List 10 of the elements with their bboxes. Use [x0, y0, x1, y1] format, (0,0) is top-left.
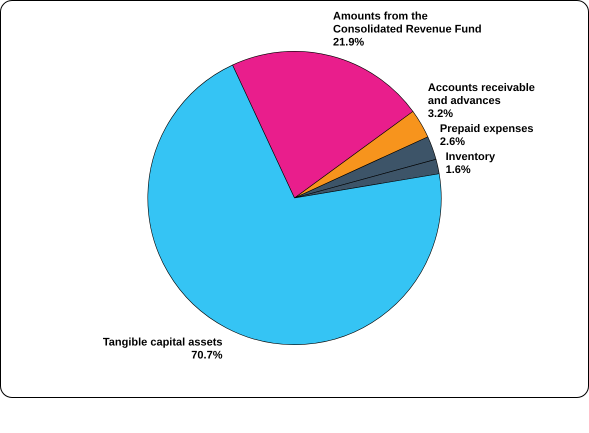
- slice-label: Tangible capital assets: [102, 336, 222, 348]
- slice-label: Amounts from the Consolidated Revenue Fund: [333, 10, 482, 36]
- data-label: 3.2%: [428, 108, 454, 120]
- slice-label: Inventory: [446, 151, 496, 164]
- data-label: 70.7%: [191, 349, 223, 362]
- data-label: 1.6%: [446, 164, 471, 176]
- data-label: 2.6%: [440, 136, 466, 148]
- data-label: 21.9%: [333, 36, 364, 49]
- slice-label: Accounts receivable and advances: [428, 82, 535, 108]
- slice-label: Prepaid expenses: [440, 123, 534, 136]
